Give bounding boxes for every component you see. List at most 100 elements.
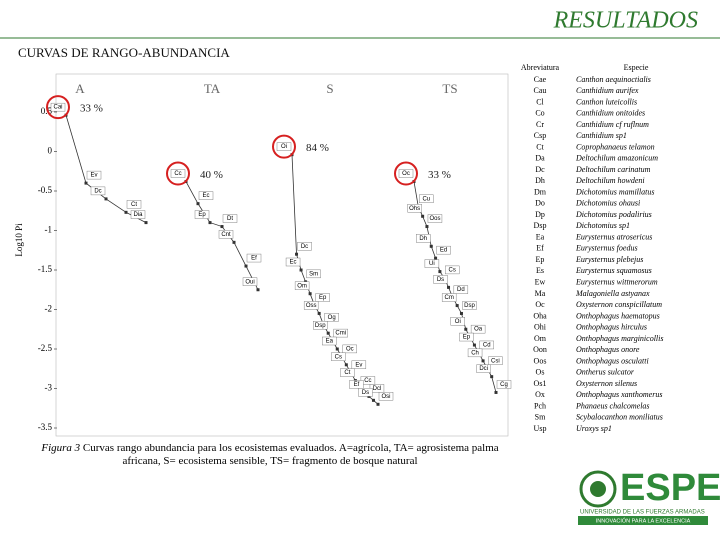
table-abbr: Da: [535, 154, 545, 163]
table-species: Onthophagus osculatti: [576, 356, 649, 365]
annotation: 84 %: [306, 142, 329, 154]
table-species: Malagoniella astyanax: [575, 289, 650, 298]
table-species: Eurysternus foedus: [575, 244, 638, 253]
highlight-circle: [166, 161, 190, 186]
point-label: Ec: [290, 260, 297, 266]
point-label: Csi: [491, 358, 500, 364]
point-label-box: [459, 332, 474, 342]
y-tick-label: 0.5: [41, 106, 53, 116]
annotation: 40 %: [200, 169, 223, 181]
rank-point: [464, 327, 468, 331]
panel-label: A: [75, 81, 85, 96]
point-label: Ev: [355, 362, 362, 368]
point-label: Dt: [227, 216, 233, 222]
point-label-box: [433, 275, 448, 284]
point-label-box: [416, 234, 431, 243]
point-label-box: [246, 253, 262, 263]
table-species: Onthophagus xanthomerus: [576, 390, 662, 399]
point-label: Dsp: [315, 323, 326, 329]
table-abbr: Ma: [535, 289, 546, 298]
table-abbr: Ef: [536, 244, 544, 253]
point-label: Oc: [402, 171, 410, 177]
y-tick-label: -2: [45, 304, 53, 314]
point-label-box: [342, 344, 357, 354]
point-label: Dci: [479, 366, 488, 372]
point-label: Oui: [245, 279, 254, 285]
table-abbr: Oos: [534, 356, 547, 365]
point-label-box: [297, 241, 312, 251]
table-species: Canthidium cf ruflnum: [576, 120, 649, 129]
table-abbr: Usp: [534, 424, 547, 433]
rank-point: [335, 347, 339, 351]
point-label-box: [90, 186, 106, 196]
rank-point: [490, 375, 494, 379]
table-species: Dichotomius sp1: [575, 221, 630, 230]
point-label-box: [313, 321, 328, 330]
point-label-box: [322, 336, 337, 346]
y-tick-label: -3: [45, 383, 53, 393]
rank-point: [472, 343, 476, 347]
rank-point: [371, 398, 375, 402]
table-abbr: Csp: [534, 131, 546, 140]
rank-point: [299, 268, 303, 272]
logo-emblem-core: [590, 481, 606, 497]
point-label: Ds: [362, 390, 369, 396]
logo-bar: [578, 516, 708, 525]
point-label: Oi: [281, 144, 287, 150]
table-abbr: Do: [535, 199, 545, 208]
point-label: Dc: [301, 244, 308, 250]
table-abbr: Cl: [536, 97, 544, 106]
rank-point: [244, 264, 248, 268]
point-label-box: [349, 380, 364, 389]
rank-point: [455, 304, 459, 308]
y-axis-label: Log10 Pi: [14, 223, 24, 257]
rank-point: [344, 363, 348, 367]
rank-point: [459, 311, 463, 315]
point-label: Ui: [429, 261, 435, 267]
rank-point: [220, 225, 224, 229]
point-label: Ep: [319, 295, 327, 301]
point-label-box: [479, 340, 494, 350]
point-label-box: [194, 210, 210, 219]
rank-point: [256, 288, 260, 292]
table-species: Onthophagus onore: [576, 345, 640, 354]
point-label-box: [407, 204, 422, 213]
y-tick-label: 0: [48, 146, 53, 156]
point-label-box: [445, 265, 460, 275]
table-species: Oxysternon silenus: [576, 379, 637, 388]
panel-label: TA: [204, 81, 221, 96]
table-abbr: Ct: [536, 142, 544, 151]
rank-point: [317, 311, 321, 315]
table-abbr: Os: [536, 368, 545, 377]
point-label-box: [470, 324, 486, 334]
point-label: Dcl: [373, 386, 382, 392]
point-label: Dsp: [464, 303, 475, 309]
table-abbr: Sm: [535, 413, 546, 422]
panel-label: TS: [442, 81, 457, 96]
point-label: Oi: [455, 319, 461, 325]
table-abbr: Oc: [535, 300, 545, 309]
point-label-box: [453, 285, 469, 294]
caption-text-cont: africana, S= ecosistema sensible, TS= fr…: [122, 455, 417, 467]
point-label-box: [462, 301, 477, 310]
table-species: Canthidium onitoides: [576, 109, 645, 118]
table-species: Canthidium sp1: [576, 131, 627, 140]
point-label-box: [242, 277, 258, 286]
point-label-box: [488, 356, 503, 365]
rank-point: [481, 359, 485, 363]
point-label-box: [303, 301, 319, 310]
highlight-circle: [394, 161, 418, 186]
table-species: Eurysternus atrosericus: [575, 232, 652, 241]
point-label: Oc: [346, 346, 354, 352]
table-species: Deltochilum carinatum: [575, 165, 651, 174]
point-label: Oa: [474, 327, 483, 333]
table-species: Coprophanaeus telamon: [576, 142, 655, 151]
table-abbr: Ox: [535, 390, 545, 399]
point-label-box: [358, 388, 373, 397]
point-label-box: [378, 392, 394, 401]
caption-text: Curvas rango abundancia para los ecosist…: [80, 442, 499, 454]
logo-line1: UNIVERSIDAD DE LAS FUERZAS ARMADAS: [580, 510, 705, 516]
table-species: Dichotomius mamillatus: [575, 187, 654, 196]
point-label: Cmi: [335, 331, 346, 337]
table-abbr: Dm: [534, 187, 547, 196]
